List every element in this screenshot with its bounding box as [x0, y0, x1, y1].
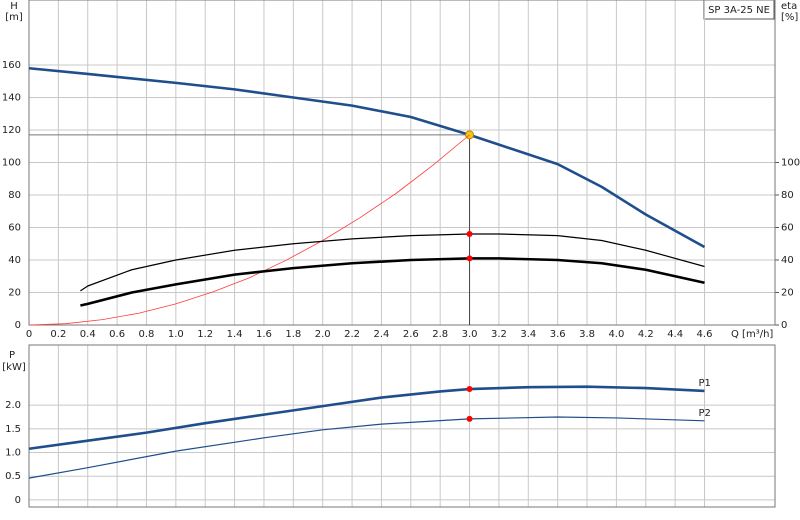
series-line [28, 66, 706, 249]
series-line [80, 233, 705, 292]
y2-tick-label: 20 [781, 288, 794, 299]
x-tick-label: 2.8 [432, 329, 448, 340]
operating-marker [466, 231, 473, 237]
x-tick-label: 0.6 [109, 329, 125, 340]
y2-tick-label: 100 [781, 158, 800, 169]
y2-tick-label: 60 [781, 223, 794, 234]
y-tick-label: 0.5 [5, 471, 21, 482]
operating-marker [466, 386, 473, 393]
x-tick-label: 2.0 [315, 329, 331, 340]
x-tick-label: 2.2 [344, 329, 360, 340]
x-tick-label: 1.6 [256, 329, 272, 340]
y-tick-label: 140 [2, 93, 21, 104]
x-tick-label: 2.4 [373, 329, 389, 340]
title-box [703, 0, 775, 20]
y-tick-label: 20 [8, 288, 21, 299]
series-line [28, 385, 705, 451]
y2-tick-label: 40 [781, 255, 794, 266]
plot-frame [28, 0, 776, 326]
x-tick-label: 1.0 [168, 329, 184, 340]
x-tick-label: 4.6 [697, 329, 713, 340]
y-tick-label: 0 [15, 320, 21, 331]
series-line [28, 416, 705, 479]
x-tick-label: 3.6 [550, 329, 566, 340]
x-tick-label: 4.0 [608, 329, 624, 340]
x-tick-label: 3.0 [462, 329, 478, 340]
y-tick-label: 0 [15, 495, 21, 506]
chart-title: SP 3A-25 NE [708, 5, 770, 16]
x-tick-label: 3.8 [579, 329, 595, 340]
y2-axis-unit: [%] [781, 12, 798, 23]
operating-marker [466, 415, 473, 422]
series-label: P2 [699, 408, 711, 419]
operating-marker [466, 255, 473, 262]
x-tick-label: 0.8 [139, 329, 155, 340]
x-tick-label: 1.4 [227, 329, 243, 340]
y2-axis-label: eta [781, 1, 797, 12]
y-axis-label: P [9, 350, 15, 361]
y2-tick-label: 80 [781, 190, 794, 201]
x-tick-label: 3.4 [520, 329, 536, 340]
y-axis-unit: [kW] [2, 362, 26, 373]
x-tick-label: 2.6 [403, 329, 419, 340]
y2-tick-label: 0 [781, 320, 787, 331]
x-axis-label: Q [m³/h] [731, 329, 773, 340]
y-tick-label: 160 [2, 60, 21, 71]
series-line [28, 134, 470, 326]
series-label: P1 [699, 378, 711, 389]
y-tick-label: 120 [2, 125, 21, 136]
x-tick-label: 1.2 [197, 329, 213, 340]
x-tick-label: 0 [26, 329, 32, 340]
plot-frame [28, 344, 776, 508]
x-tick-label: 0.4 [80, 329, 96, 340]
y-tick-label: 1.5 [5, 424, 21, 435]
x-tick-label: 4.4 [667, 329, 683, 340]
y-tick-label: 40 [8, 255, 21, 266]
x-tick-label: 0.2 [50, 329, 66, 340]
y-tick-label: 100 [2, 158, 21, 169]
x-tick-label: 4.2 [638, 329, 654, 340]
y-axis-unit: [m] [5, 12, 23, 23]
y-axis-label: H [10, 1, 18, 12]
x-tick-label: 1.8 [285, 329, 301, 340]
x-tick-label: 3.2 [491, 329, 507, 340]
y-tick-label: 2.0 [5, 400, 21, 411]
y-tick-label: 80 [8, 190, 21, 201]
y-tick-label: 1.0 [5, 448, 21, 459]
series-line [80, 257, 705, 307]
y-tick-label: 60 [8, 223, 21, 234]
